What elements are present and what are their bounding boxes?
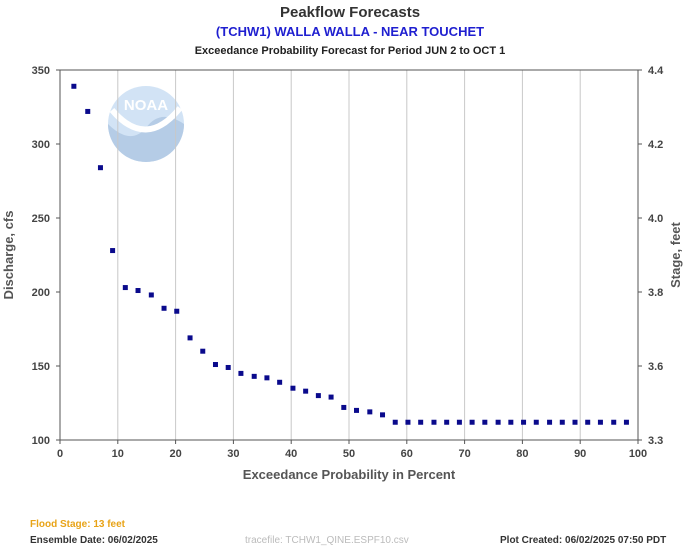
forecast-period: Exceedance Probability Forecast for Peri… xyxy=(194,45,506,57)
x-tick-label: 20 xyxy=(169,448,181,460)
data-point xyxy=(97,165,103,171)
data-point xyxy=(290,385,296,391)
data-point xyxy=(367,409,373,415)
data-point xyxy=(482,419,488,425)
data-point xyxy=(508,419,514,425)
ensemble-date: Ensemble Date: 06/02/2025 xyxy=(30,535,158,546)
y2-tick-label: 3.8 xyxy=(648,287,663,299)
y-axis-title: Discharge, cfs xyxy=(1,211,16,300)
plot-created: Plot Created: 06/02/2025 07:50 PDT xyxy=(500,535,667,546)
x-tick-label: 40 xyxy=(285,448,297,460)
data-point xyxy=(110,248,116,254)
data-point xyxy=(200,348,206,354)
data-point xyxy=(405,419,411,425)
data-point xyxy=(547,419,553,425)
y2-tick-label: 4.4 xyxy=(648,65,664,77)
data-point xyxy=(315,393,321,399)
flood-stage-label: Flood Stage: 13 feet xyxy=(30,519,126,530)
data-point xyxy=(380,412,386,418)
x-tick-label: 10 xyxy=(112,448,124,460)
data-point xyxy=(495,419,501,425)
data-point xyxy=(444,419,450,425)
x-tick-label: 80 xyxy=(516,448,528,460)
y2-tick-label: 4.0 xyxy=(648,213,663,225)
data-point xyxy=(238,370,244,376)
y-tick-label: 350 xyxy=(32,65,50,77)
noaa-logo-text: NOAA xyxy=(124,97,168,114)
exceedance-chart: NOAA 0 10 20 30 40 50 60 70 80 90 100 100 150 200 250… xyxy=(1,65,683,482)
y2-tick-label: 4.2 xyxy=(648,139,663,151)
data-point xyxy=(264,375,270,381)
x-tick-label: 0 xyxy=(57,448,63,460)
data-point xyxy=(418,419,424,425)
data-points xyxy=(71,83,629,425)
data-point xyxy=(174,308,180,314)
y-tick-label: 200 xyxy=(32,287,50,299)
data-point xyxy=(187,335,193,341)
x-tick-label: 90 xyxy=(574,448,586,460)
y2-tick-label: 3.3 xyxy=(648,435,663,447)
data-point xyxy=(122,285,128,291)
data-point xyxy=(354,407,360,413)
data-point xyxy=(585,419,591,425)
data-point xyxy=(251,373,257,379)
data-point xyxy=(572,419,578,425)
data-point xyxy=(597,419,603,425)
data-point xyxy=(623,419,629,425)
y2-axis: 3.3 3.6 3.8 4.0 4.2 4.4 xyxy=(638,65,664,447)
data-point xyxy=(521,419,527,425)
data-point xyxy=(135,288,141,294)
data-point xyxy=(161,305,167,311)
data-point xyxy=(212,362,218,368)
data-point xyxy=(469,419,475,425)
x-tick-label: 70 xyxy=(458,448,470,460)
data-point xyxy=(431,419,437,425)
x-axis: 0 10 20 30 40 50 60 70 80 90 100 xyxy=(57,440,647,460)
y-tick-label: 150 xyxy=(32,361,50,373)
data-point xyxy=(533,419,539,425)
y-tick-label: 300 xyxy=(32,139,50,151)
x-tick-label: 30 xyxy=(227,448,239,460)
noaa-logo: NOAA xyxy=(108,86,184,162)
y-tick-label: 250 xyxy=(32,213,50,225)
data-point xyxy=(303,388,309,394)
y2-axis-title: Stage, feet xyxy=(668,221,683,287)
tracefile-label: tracefile: TCHW1_QINE.ESPF10.csv xyxy=(245,535,409,546)
data-point xyxy=(277,379,283,385)
x-tick-label: 100 xyxy=(629,448,647,460)
data-point xyxy=(328,394,334,400)
x-tick-label: 50 xyxy=(343,448,355,460)
data-point xyxy=(456,419,462,425)
x-axis-title: Exceedance Probability in Percent xyxy=(243,467,456,482)
gridlines xyxy=(117,70,581,440)
y-axis: 100 150 200 250 300 350 xyxy=(32,65,60,447)
data-point xyxy=(392,419,398,425)
data-point xyxy=(611,419,617,425)
data-point xyxy=(559,419,565,425)
y-tick-label: 100 xyxy=(32,435,50,447)
data-point xyxy=(148,292,154,298)
data-point xyxy=(71,83,77,89)
data-point xyxy=(341,404,347,410)
data-point xyxy=(85,108,91,114)
chart-title: Peakflow Forecasts xyxy=(279,4,421,21)
y2-tick-label: 3.6 xyxy=(648,361,663,373)
data-point xyxy=(225,364,231,370)
station-subtitle: (TCHW1) WALLA WALLA - NEAR TOUCHET xyxy=(215,24,485,39)
x-tick-label: 60 xyxy=(401,448,413,460)
